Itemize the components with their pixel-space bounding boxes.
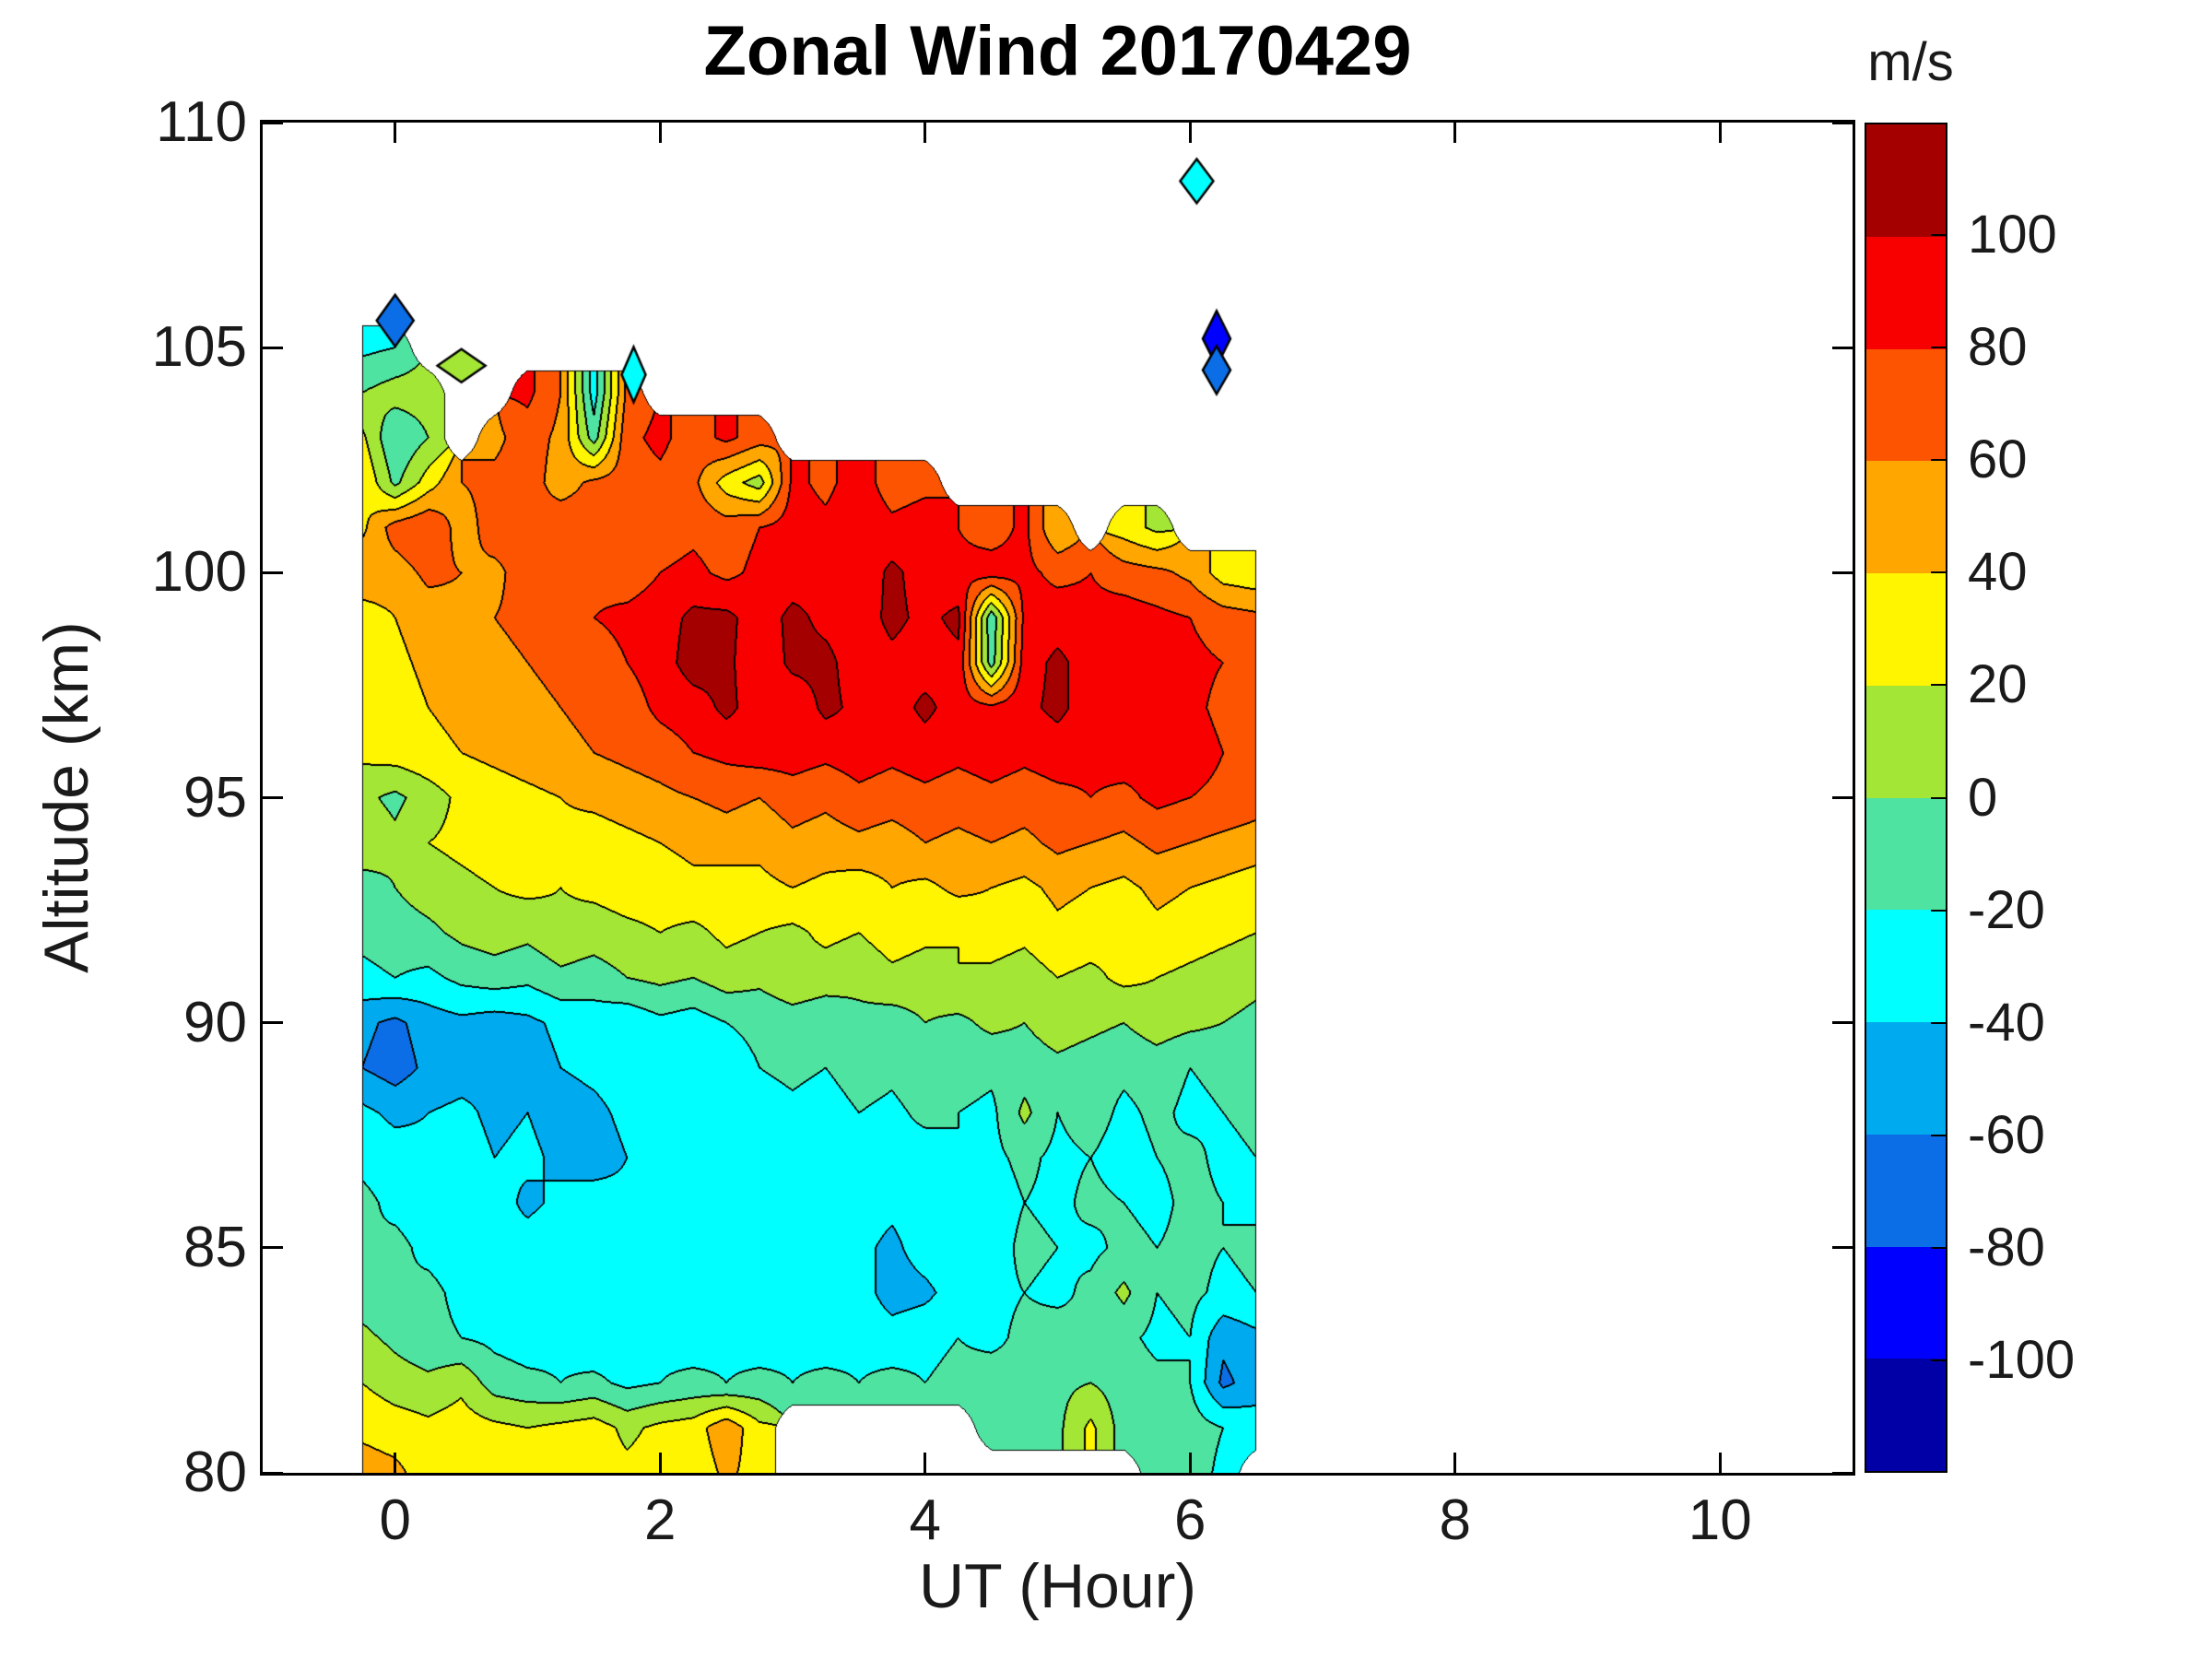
- colorbar-tick-label: 20: [1968, 654, 2028, 715]
- y-axis-tick: [263, 1021, 283, 1025]
- y-tick-label: 105: [151, 315, 247, 380]
- x-axis-tick: [1718, 1453, 1722, 1473]
- x-tick-label: 8: [1439, 1488, 1471, 1552]
- y-axis-tick-right: [1832, 796, 1853, 799]
- colorbar-tick-label: 0: [1968, 767, 1998, 828]
- y-axis-tick-right: [1832, 571, 1853, 574]
- colorbar-tick: [1931, 234, 1946, 237]
- x-axis-tick: [1453, 1453, 1457, 1473]
- x-axis-tick: [394, 1453, 397, 1473]
- y-tick-label: 95: [183, 765, 247, 830]
- x-axis-label: UT (Hour): [919, 1551, 1196, 1621]
- colorbar-tick: [1931, 1246, 1946, 1249]
- y-axis-tick-right: [1832, 1246, 1853, 1250]
- colorbar-tick: [1931, 459, 1946, 462]
- y-axis-tick-right: [1832, 121, 1853, 124]
- colorbar-segment: [1866, 685, 1946, 798]
- x-axis-tick: [658, 1453, 662, 1473]
- colorbar-segment: [1866, 1359, 1946, 1471]
- x-tick-label: 0: [379, 1488, 411, 1552]
- x-axis-tick: [924, 1453, 927, 1473]
- x-axis-tick: [1188, 1453, 1192, 1473]
- colorbar-tick-label: 60: [1968, 429, 2028, 490]
- colorbar: [1865, 123, 1947, 1473]
- y-axis-tick: [263, 346, 283, 349]
- colorbar-tick: [1931, 1021, 1946, 1024]
- colorbar-segment: [1866, 910, 1946, 1022]
- y-axis-tick: [263, 121, 283, 124]
- plot-area: [260, 120, 1855, 1476]
- y-axis-tick: [263, 1246, 283, 1250]
- y-axis-tick-right: [1832, 346, 1853, 349]
- colorbar-tick-label: -60: [1968, 1104, 2045, 1165]
- y-tick-label: 100: [151, 540, 247, 605]
- colorbar-segment: [1866, 124, 1946, 237]
- y-axis-tick: [263, 796, 283, 799]
- x-axis-tick-top: [658, 123, 662, 143]
- colorbar-segment: [1866, 348, 1946, 462]
- colorbar-segment: [1866, 1246, 1946, 1359]
- colorbar-tick-label: 100: [1968, 205, 2057, 265]
- colorbar-segment: [1866, 573, 1946, 686]
- contour-canvas: [263, 123, 1853, 1473]
- colorbar-tick: [1931, 1134, 1946, 1136]
- colorbar-tick-label: 80: [1968, 317, 2028, 378]
- colorbar-tick: [1931, 796, 1946, 799]
- x-axis-tick-top: [924, 123, 927, 143]
- chart-title: Zonal Wind 20170429: [703, 12, 1412, 90]
- x-tick-label: 10: [1688, 1488, 1752, 1552]
- y-tick-label: 110: [156, 90, 247, 154]
- y-tick-label: 85: [183, 1215, 247, 1279]
- x-axis-tick-top: [1718, 123, 1722, 143]
- x-axis-tick-top: [394, 123, 397, 143]
- colorbar-tick: [1931, 571, 1946, 574]
- colorbar-tick-label: -40: [1968, 992, 2045, 1053]
- y-axis-label: Altitude (km): [31, 621, 101, 973]
- colorbar-tick-label: -20: [1968, 879, 2045, 940]
- x-axis-tick-top: [1188, 123, 1192, 143]
- colorbar-tick: [1931, 909, 1946, 912]
- y-axis-tick: [263, 571, 283, 574]
- colorbar-segment: [1866, 236, 1946, 349]
- colorbar-tick-label: -80: [1968, 1217, 2045, 1277]
- y-axis-tick-right: [1832, 1021, 1853, 1025]
- y-axis-tick-right: [1832, 1471, 1853, 1475]
- y-tick-label: 80: [183, 1441, 247, 1504]
- colorbar-segment: [1866, 797, 1946, 911]
- colorbar-tick-label: 40: [1968, 542, 2028, 603]
- y-tick-label: 90: [183, 990, 247, 1054]
- colorbar-tick: [1931, 347, 1946, 349]
- colorbar-tick-label: -100: [1968, 1329, 2076, 1390]
- y-axis-tick: [263, 1471, 283, 1475]
- colorbar-segment: [1866, 461, 1946, 573]
- x-tick-label: 2: [644, 1488, 677, 1552]
- colorbar-unit-label: m/s: [1867, 32, 1954, 92]
- colorbar-segment: [1866, 1022, 1946, 1135]
- x-tick-label: 6: [1174, 1488, 1206, 1552]
- colorbar-tick: [1931, 684, 1946, 687]
- x-axis-tick-top: [1453, 123, 1457, 143]
- colorbar-segment: [1866, 1134, 1946, 1247]
- colorbar-tick: [1931, 1359, 1946, 1361]
- x-tick-label: 4: [909, 1488, 941, 1552]
